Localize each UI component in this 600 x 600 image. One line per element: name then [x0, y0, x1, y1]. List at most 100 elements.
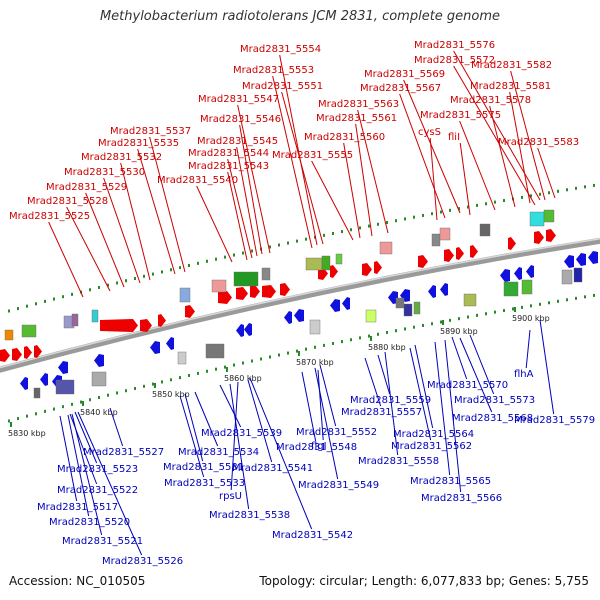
- feature-box[interactable]: [177, 351, 187, 365]
- gene-arrow-forward[interactable]: [470, 245, 478, 258]
- gene-label-reverse[interactable]: Mrad2831_5527: [83, 447, 164, 458]
- gene-label-reverse[interactable]: rpsU: [219, 491, 242, 502]
- gene-label-forward[interactable]: cysS: [418, 127, 441, 138]
- gene-label-forward[interactable]: Mrad2831_5572: [414, 55, 495, 66]
- gene-arrow-forward[interactable]: [330, 265, 338, 278]
- gene-arrow-reverse[interactable]: [388, 291, 398, 304]
- feature-box[interactable]: [561, 269, 573, 285]
- gene-label-forward[interactable]: Mrad2831_5560: [304, 132, 385, 143]
- feature-box[interactable]: [4, 329, 14, 341]
- gene-arrow-reverse[interactable]: [440, 283, 448, 296]
- feature-box[interactable]: [379, 241, 393, 255]
- gene-arrow-reverse[interactable]: [500, 269, 510, 282]
- gene-label-forward[interactable]: Mrad2831_5554: [240, 44, 321, 55]
- gene-arrow-forward[interactable]: [218, 291, 232, 304]
- gene-arrow-reverse[interactable]: [330, 299, 340, 312]
- feature-box[interactable]: [365, 309, 377, 323]
- feature-box[interactable]: [463, 293, 477, 307]
- gene-label-forward[interactable]: Mrad2831_5575: [420, 110, 501, 121]
- gene-label-reverse[interactable]: Mrad2831_5565: [410, 476, 491, 487]
- gene-arrow-forward[interactable]: [158, 314, 166, 327]
- feature-box[interactable]: [91, 309, 99, 323]
- feature-box[interactable]: [91, 371, 107, 387]
- feature-box[interactable]: [573, 267, 583, 283]
- gene-label-reverse[interactable]: Mrad2831_5562: [391, 441, 472, 452]
- gene-label-reverse[interactable]: Mrad2831_5557: [341, 407, 422, 418]
- gene-arrow-reverse[interactable]: [564, 255, 574, 268]
- gene-label-reverse[interactable]: Mrad2831_5568: [452, 413, 533, 424]
- gene-arrow-forward[interactable]: [250, 285, 260, 298]
- gene-label-reverse[interactable]: Mrad2831_5533: [164, 478, 245, 489]
- gene-arrow-reverse[interactable]: [236, 324, 244, 337]
- feature-box[interactable]: [335, 253, 343, 265]
- gene-label-forward[interactable]: Mrad2831_5567: [360, 83, 441, 94]
- gene-label-reverse[interactable]: Mrad2831_5517: [37, 502, 118, 513]
- gene-label-reverse[interactable]: Mrad2831_5573: [454, 395, 535, 406]
- gene-label-reverse[interactable]: Mrad2831_5542: [272, 530, 353, 541]
- gene-label-forward[interactable]: Mrad2831_5551: [242, 81, 323, 92]
- gene-label-forward[interactable]: Mrad2831_5544: [188, 148, 269, 159]
- gene-label-reverse[interactable]: Mrad2831_5564: [393, 429, 474, 440]
- gene-label-reverse[interactable]: Mrad2831_5522: [57, 485, 138, 496]
- gene-label-forward[interactable]: Mrad2831_5583: [498, 137, 579, 148]
- gene-label-forward[interactable]: Mrad2831_5547: [198, 94, 279, 105]
- feature-box[interactable]: [309, 319, 321, 335]
- gene-label-reverse[interactable]: flgI: [311, 441, 327, 452]
- gene-label-reverse[interactable]: Mrad2831_5552: [296, 427, 377, 438]
- gene-arrow-forward[interactable]: [444, 249, 454, 262]
- gene-arrow-forward[interactable]: [456, 247, 464, 260]
- gene-label-forward[interactable]: Mrad2831_5576: [414, 40, 495, 51]
- gene-arrow-forward[interactable]: [546, 229, 556, 242]
- gene-label-forward[interactable]: Mrad2831_5561: [316, 113, 397, 124]
- gene-arrow-reverse[interactable]: [514, 267, 522, 280]
- gene-arrow-forward[interactable]: [374, 261, 382, 274]
- gene-arrow-forward[interactable]: [140, 319, 152, 332]
- gene-label-reverse[interactable]: Mrad2831_5521: [62, 536, 143, 547]
- gene-arrow-forward[interactable]: [0, 349, 10, 362]
- gene-label-forward[interactable]: Mrad2831_5532: [81, 152, 162, 163]
- feature-box[interactable]: [413, 301, 421, 315]
- gene-label-forward[interactable]: Mrad2831_5545: [197, 136, 278, 147]
- gene-arrow-reverse[interactable]: [244, 323, 252, 336]
- feature-box[interactable]: [205, 343, 225, 359]
- gene-arrow-forward[interactable]: [185, 305, 195, 318]
- feature-box[interactable]: [479, 223, 491, 237]
- gene-label-forward[interactable]: Mrad2831_5546: [200, 114, 281, 125]
- gene-label-reverse[interactable]: Mrad2831_5534: [178, 447, 259, 458]
- feature-box[interactable]: [211, 279, 227, 293]
- gene-arrow-reverse[interactable]: [166, 337, 174, 350]
- gene-label-reverse[interactable]: Mrad2831_5558: [358, 456, 439, 467]
- gene-arrow-reverse[interactable]: [94, 354, 104, 367]
- feature-box[interactable]: [403, 303, 413, 317]
- gene-label-reverse[interactable]: Mrad2831_5559: [350, 395, 431, 406]
- feature-box[interactable]: [233, 271, 259, 287]
- feature-box[interactable]: [543, 209, 555, 223]
- feature-box[interactable]: [305, 257, 323, 271]
- gene-arrow-reverse[interactable]: [20, 377, 28, 390]
- feature-box[interactable]: [33, 387, 41, 399]
- gene-label-reverse[interactable]: Mrad2831_5548: [276, 442, 357, 453]
- gene-label-forward[interactable]: Mrad2831_5540: [157, 175, 238, 186]
- gene-label-forward[interactable]: Mrad2831_5555: [272, 150, 353, 161]
- feature-box[interactable]: [55, 379, 75, 395]
- gene-arrow-reverse[interactable]: [294, 309, 304, 322]
- feature-box[interactable]: [261, 267, 271, 281]
- feature-box[interactable]: [529, 211, 545, 227]
- gene-label-forward[interactable]: Mrad2831_5582: [471, 60, 552, 71]
- gene-label-reverse[interactable]: Mrad2831_5526: [102, 556, 183, 567]
- gene-arrow-reverse[interactable]: [588, 251, 598, 264]
- gene-label-forward[interactable]: Mrad2831_5529: [46, 182, 127, 193]
- gene-label-forward[interactable]: Mrad2831_5581: [470, 81, 551, 92]
- gene-arrow-forward[interactable]: [534, 231, 544, 244]
- gene-arrow-forward[interactable]: [508, 237, 516, 250]
- feature-box[interactable]: [321, 255, 331, 271]
- gene-label-reverse[interactable]: Mrad2831_5523: [57, 464, 138, 475]
- gene-arrow-reverse[interactable]: [526, 265, 534, 278]
- gene-label-reverse[interactable]: Mrad2831_5531: [163, 462, 244, 473]
- gene-label-forward[interactable]: Mrad2831_5543: [188, 161, 269, 172]
- gene-arrow-reverse[interactable]: [150, 341, 160, 354]
- feature-box[interactable]: [521, 279, 533, 295]
- gene-label-forward[interactable]: fliI: [448, 132, 460, 143]
- feature-box[interactable]: [503, 281, 519, 297]
- gene-arrow-reverse[interactable]: [284, 311, 292, 324]
